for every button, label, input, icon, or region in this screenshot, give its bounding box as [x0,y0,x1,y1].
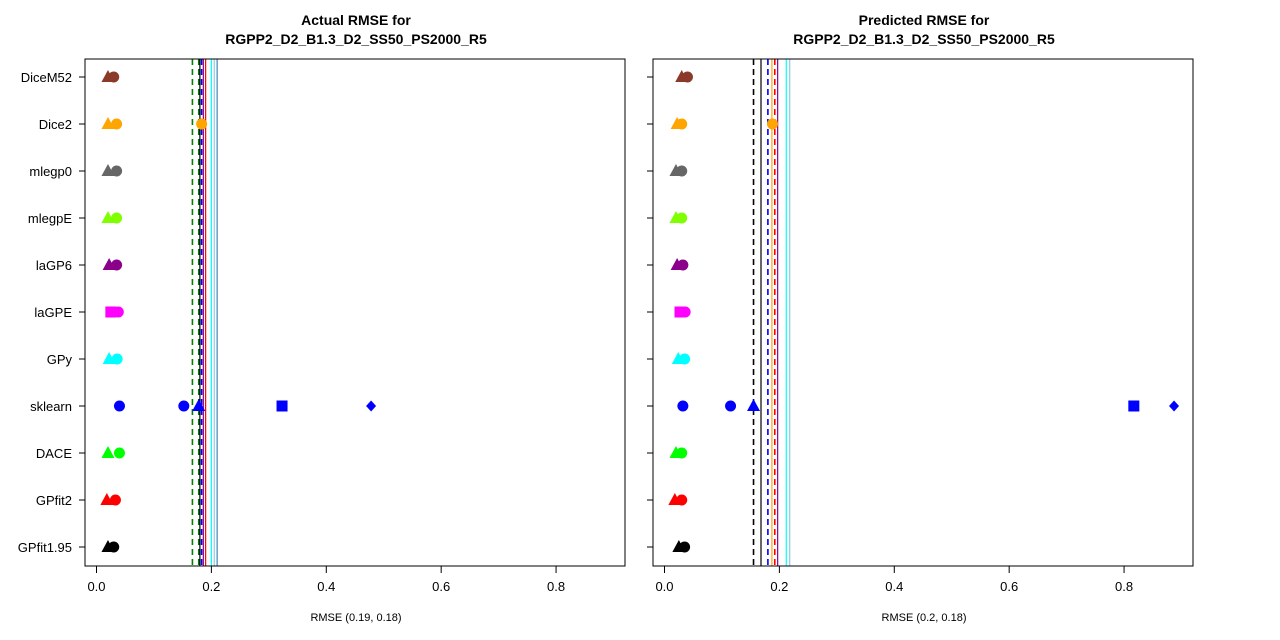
y-tick-label: DACE [36,446,72,461]
x-tick-label: 0.0 [655,579,673,594]
point-circle [725,400,737,412]
panel-title-line2: RGPP2_D2_B1.3_D2_SS50_PS2000_R5 [793,31,1055,47]
plot-frame [84,58,626,567]
reference-lines [752,59,791,566]
point-circle [196,118,208,130]
point-triangle [100,493,114,505]
point-circle [109,494,121,506]
panel-title-line1: Actual RMSE for [301,12,411,28]
point-circle [111,353,123,365]
point-circle [111,212,123,224]
y-tick-label: mlegpE [28,211,72,226]
y-tick-label: laGPE [34,305,72,320]
x-tick-label: 0.4 [317,579,335,594]
data-points [100,70,377,553]
data-points [668,70,1180,553]
point-circle [676,212,688,224]
panel-title-line2: RGPP2_D2_B1.3_D2_SS50_PS2000_R5 [225,31,487,47]
x-axis-label: RMSE (0.19, 0.18) [310,612,401,624]
y-tick-label: GPfit1.95 [18,540,72,555]
reference-lines [191,59,218,566]
point-circle [676,494,688,506]
x-axis-label: RMSE (0.2, 0.18) [882,612,967,624]
y-tick-label: DiceM52 [21,70,72,85]
point-square [276,400,288,412]
y-axis: DiceM52 Dice2 mlegp0 mlegpE laGP6 laGPE GPy skl… [18,70,85,555]
panel-title-line1: Predicted RMSE for [859,12,990,28]
point-circle [111,118,123,130]
point-triangle [101,446,115,458]
y-tick-label: sklearn [30,399,72,414]
x-axis: 0.0 0.2 0.4 0.6 0.8 [87,565,565,594]
point-circle [113,400,125,412]
point-circle [111,165,123,177]
predicted-rmse-panel: Predicted RMSE for RGPP2_D2_B1.3_D2_SS50… [647,12,1194,624]
point-triangle [747,399,761,411]
x-tick-label: 0.6 [1000,579,1018,594]
x-tick-label: 0.8 [547,579,565,594]
point-circle [679,306,691,318]
x-tick-label: 0.0 [87,579,105,594]
point-circle [676,447,688,459]
y-tick-label: GPfit2 [36,493,72,508]
point-circle [677,400,689,412]
point-circle [766,118,778,130]
x-tick-label: 0.2 [770,579,788,594]
y-tick-label: Dice2 [39,117,72,132]
point-diamond [366,400,377,412]
point-circle [111,259,123,271]
x-tick-label: 0.8 [1115,579,1133,594]
y-axis [647,76,653,548]
point-circle [679,353,691,365]
point-circle [108,71,120,83]
x-tick-label: 0.6 [432,579,450,594]
point-circle [178,400,190,412]
point-circle [677,259,689,271]
point-square [1128,400,1140,412]
point-triangle [101,117,115,129]
point-triangle [101,211,115,223]
point-circle [112,306,124,318]
x-axis: 0.0 0.2 0.4 0.6 0.8 [655,565,1133,594]
point-circle [108,541,120,553]
point-triangle [101,164,115,176]
x-tick-label: 0.2 [202,579,220,594]
y-tick-label: GPy [47,352,73,367]
actual-rmse-panel: Actual RMSE for RGPP2_D2_B1.3_D2_SS50_PS… [18,12,626,624]
y-tick-label: laGP6 [36,258,72,273]
plot-frame [652,58,1194,567]
x-tick-label: 0.4 [885,579,903,594]
point-triangle [192,399,206,411]
point-circle [676,165,688,177]
point-diamond [1169,400,1180,412]
point-circle [113,447,125,459]
point-circle [676,118,688,130]
point-square [105,306,117,318]
point-circle [679,541,691,553]
point-circle [681,71,693,83]
y-tick-label: mlegp0 [29,164,72,179]
